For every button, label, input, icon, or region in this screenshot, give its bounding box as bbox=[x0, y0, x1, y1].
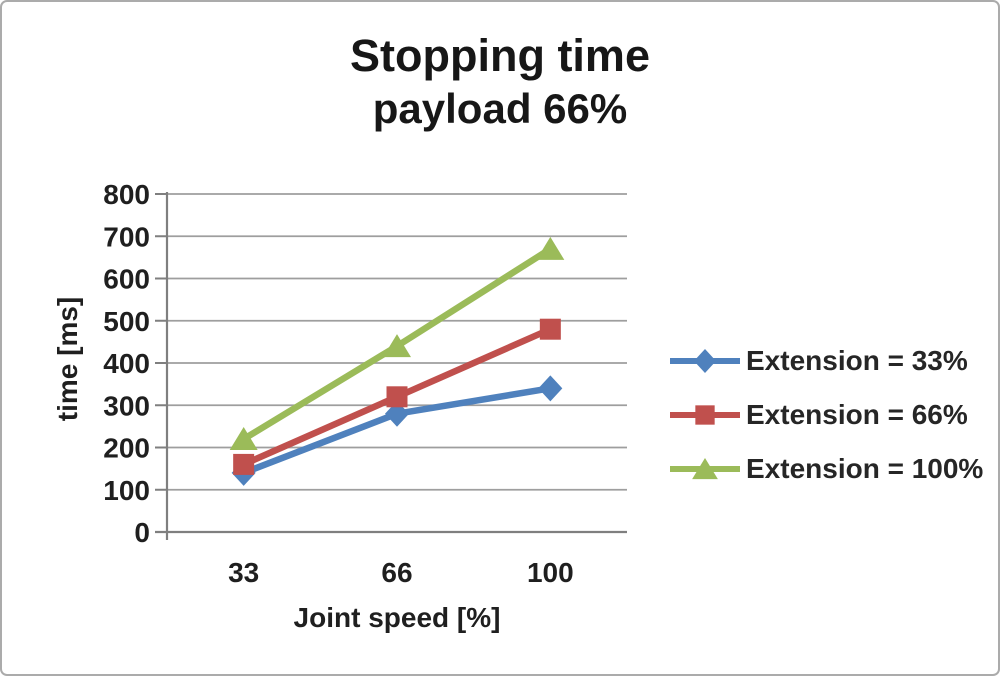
marker-extension-100-66 bbox=[383, 334, 411, 358]
legend-label: Extension = 66% bbox=[746, 399, 968, 430]
y-tick-label-200: 200 bbox=[103, 433, 150, 464]
y-tick-label-0: 0 bbox=[134, 517, 150, 548]
x-tick-label-66: 66 bbox=[381, 557, 412, 588]
legend-item-extension-33: Extension = 33% bbox=[670, 345, 983, 376]
triangle-marker-icon bbox=[670, 457, 740, 480]
marker-extension-33-100 bbox=[538, 375, 563, 402]
x-tick-label-33: 33 bbox=[228, 557, 259, 588]
marker-extension-66-100 bbox=[539, 318, 561, 340]
square-marker-icon bbox=[670, 405, 740, 425]
chart-subtitle: payload 66% bbox=[372, 85, 628, 133]
legend-item-extension-100: Extension = 100% bbox=[670, 453, 984, 484]
legend-marker-extension-100 bbox=[692, 457, 718, 480]
x-tick-label-100: 100 bbox=[527, 557, 574, 588]
legend-label: Extension = 100% bbox=[746, 453, 984, 484]
legend-marker-extension-66 bbox=[695, 405, 715, 425]
x-axis-title: Joint speed [%] bbox=[293, 602, 501, 633]
y-tick-label-700: 700 bbox=[103, 221, 150, 252]
legend-label: Extension = 33% bbox=[746, 345, 968, 376]
y-tick-label-500: 500 bbox=[103, 306, 150, 337]
marker-extension-66-66 bbox=[386, 386, 408, 408]
marker-extension-100-100 bbox=[536, 236, 565, 260]
y-tick-label-100: 100 bbox=[103, 475, 150, 506]
y-tick-label-600: 600 bbox=[103, 264, 150, 295]
y-tick-label-300: 300 bbox=[103, 390, 150, 421]
y-tick-label-400: 400 bbox=[103, 348, 150, 379]
legend-marker-extension-33 bbox=[693, 349, 717, 373]
diamond-marker-icon bbox=[670, 349, 740, 373]
legend: Extension = 33% Extension = 66% Extension … bbox=[670, 345, 984, 484]
chart-title-block: Stopping time payload 66% bbox=[2, 32, 998, 131]
marker-extension-66-33 bbox=[233, 453, 255, 475]
chart-title: Stopping time bbox=[350, 30, 650, 81]
marker-extension-100-33 bbox=[229, 427, 258, 451]
y-tick-label-800: 800 bbox=[103, 179, 150, 210]
legend-item-extension-66: Extension = 66% bbox=[670, 399, 983, 430]
